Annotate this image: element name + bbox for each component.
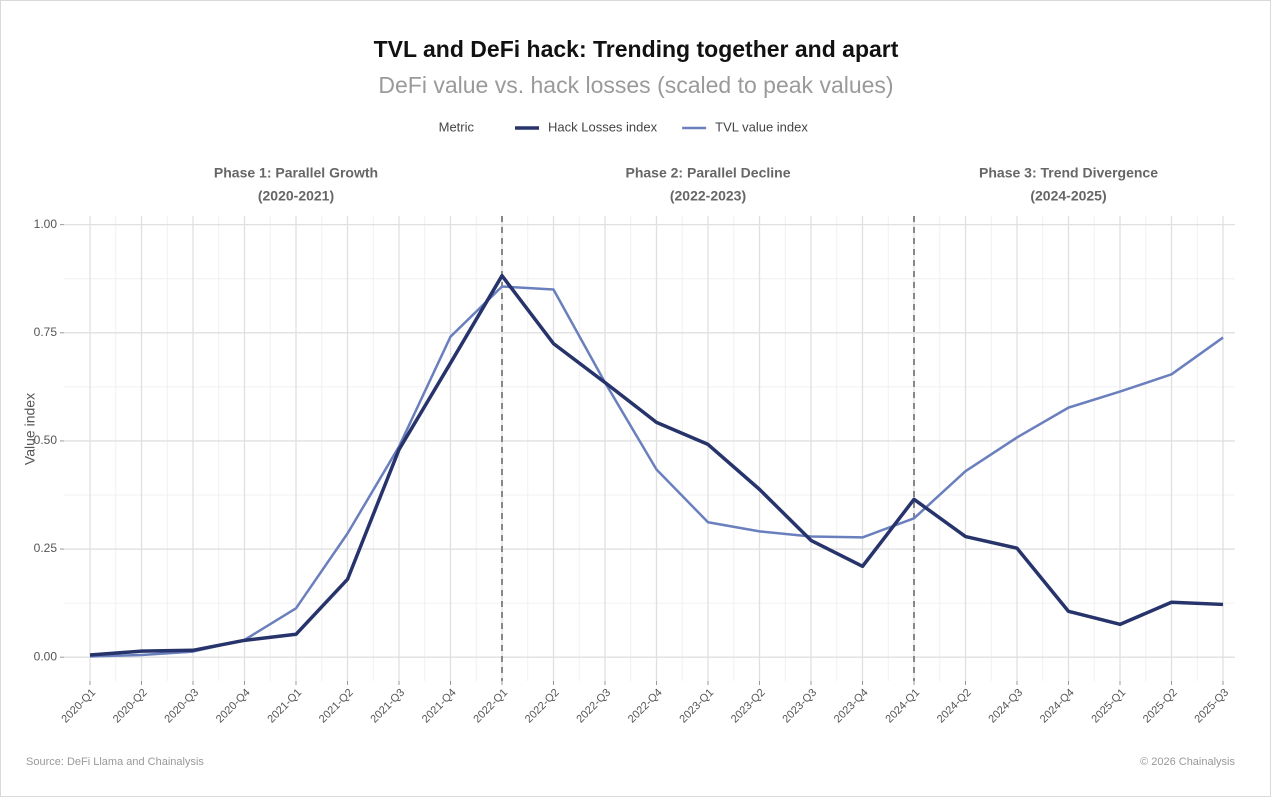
grid: 0.00 0.25 0.50 0.75 1.00 2020-Q1 2020-Q2 2020-Q… [34,216,1235,725]
phase-title: Phase 3: Trend Divergence [979,165,1158,181]
phase-title: Phase 2: Parallel Decline [626,165,791,181]
x-tick-label: 2023-Q2 [729,687,768,726]
y-tick-label: 0.25 [34,541,58,555]
copyright: © 2026 Chainalysis [1140,756,1235,768]
x-tick-label: 2020-Q2 [111,687,150,726]
y-tick-label: 1.00 [34,217,58,231]
phase-title: Phase 1: Parallel Growth [214,165,378,181]
y-tick-label: 0.75 [34,325,58,339]
chart-title: TVL and DeFi hack: Trending together and… [374,36,899,62]
chart-subtitle: DeFi value vs. hack losses (scaled to pe… [378,72,893,98]
y-axis-label: Value index [22,393,38,465]
x-tick-label: 2024-Q3 [986,687,1025,726]
x-tick-label: 2020-Q1 [59,687,98,726]
x-tick-label: 2021-Q1 [265,687,304,726]
x-tick-label: 2025-Q2 [1141,687,1180,726]
y-tick-label: 0.50 [34,433,58,447]
x-tick-label: 2022-Q4 [626,687,665,726]
source: Source: DeFi Llama and Chainalysis [26,756,204,768]
x-tick-label: 2024-Q2 [935,687,974,726]
series-line [89,273,1224,657]
x-tick-label: 2023-Q1 [677,687,716,726]
x-tick-label: 2022-Q1 [471,687,510,726]
x-tick-label: 2025-Q1 [1089,687,1128,726]
legend-label: TVL value index [715,119,808,134]
x-tick-label: 2022-Q3 [574,687,613,726]
y-tick-label: 0.00 [34,649,58,663]
x-tick-label: 2023-Q4 [832,687,871,726]
phase-years: (2024-2025) [1030,188,1106,204]
x-tick-label: 2022-Q2 [523,687,562,726]
x-tick-label: 2024-Q1 [883,687,922,726]
x-tick-label: 2021-Q4 [420,687,459,726]
x-tick-label: 2021-Q3 [368,687,407,726]
x-tick-label: 2021-Q2 [317,687,356,726]
series-line [89,285,1224,658]
phase-years: (2020-2021) [258,188,334,204]
phase-years: (2022-2023) [670,188,746,204]
legend-label: Hack Losses index [548,119,658,134]
x-tick-label: 2023-Q3 [780,687,819,726]
lines [89,273,1224,658]
legend-title: Metric [439,119,475,134]
x-tick-label: 2024-Q4 [1038,687,1077,726]
x-tick-label: 2020-Q3 [162,687,201,726]
x-tick-label: 2020-Q4 [214,687,253,726]
x-tick-label: 2025-Q3 [1192,687,1231,726]
